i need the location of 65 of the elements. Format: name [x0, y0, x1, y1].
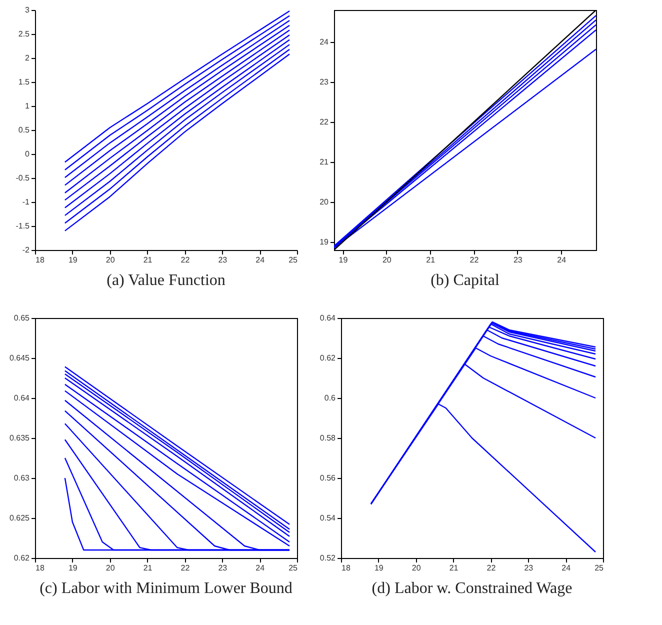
x-tick-label: 18: [36, 256, 45, 264]
x-tick-label: 18: [342, 564, 351, 572]
y-tick-label: 0.54: [320, 514, 336, 522]
y-tick-label: 0.6: [324, 394, 336, 402]
x-tick-label: 22: [180, 256, 190, 264]
x-tick-label: 25: [288, 564, 298, 572]
x-tick-label: 23: [218, 256, 228, 264]
x-tick-label: 19: [68, 564, 78, 572]
x-tick-label: 24: [557, 256, 567, 264]
y-tick-label: 0.645: [9, 354, 30, 362]
x-tick-label: 18: [36, 564, 45, 572]
y-tick-label: 23: [320, 78, 330, 86]
y-tick-label: 0.58: [320, 434, 336, 442]
y-tick-label: 0.635: [9, 434, 30, 442]
x-tick-label: 22: [180, 564, 190, 572]
y-tick-label: -1: [22, 198, 30, 206]
x-tick-label: 21: [143, 564, 153, 572]
x-tick-label: 20: [382, 256, 392, 264]
x-tick-label: 19: [338, 256, 348, 264]
x-tick-label: 21: [426, 256, 436, 264]
y-tick-label: 0.62: [14, 554, 30, 562]
x-tick-label: 24: [562, 564, 572, 572]
y-tick-label: 19: [320, 238, 330, 246]
y-tick-label: 0: [25, 150, 30, 158]
y-tick-label: -2: [22, 246, 30, 254]
y-tick-label: 1.5: [18, 78, 30, 86]
y-tick-label: 0.64: [320, 314, 336, 322]
x-tick-label: 25: [288, 256, 298, 264]
x-tick-label: 21: [143, 256, 153, 264]
x-tick-label: 24: [256, 256, 266, 264]
y-tick-label: -0.5: [16, 174, 30, 182]
y-tick-label: 22: [320, 118, 330, 126]
text: (c) Labor with Minimum Lower Bound: [40, 580, 292, 597]
y-tick-label: 0.64: [14, 394, 30, 402]
x-tick-label: 23: [218, 564, 228, 572]
x-tick-label: 19: [374, 564, 384, 572]
y-tick-label: 3: [25, 6, 30, 14]
x-tick-label: 25: [594, 564, 604, 572]
text: (a) Value Function: [106, 272, 226, 289]
y-tick-label: 1: [25, 102, 30, 110]
x-tick-label: 20: [106, 256, 116, 264]
text: (b) Capital: [430, 272, 500, 289]
y-tick-label: 0.62: [320, 354, 336, 362]
y-tick-label: 24: [320, 38, 330, 46]
y-tick-label: 0.63: [14, 474, 30, 482]
x-tick-label: 24: [256, 564, 266, 572]
y-tick-label: 20: [320, 198, 330, 206]
x-tick-label: 20: [106, 564, 116, 572]
y-tick-label: 0.5: [18, 126, 30, 134]
y-tick-label: 0.65: [14, 314, 30, 322]
y-tick-label: 0.625: [9, 514, 30, 522]
x-tick-label: 19: [68, 256, 78, 264]
x-tick-label: 23: [513, 256, 523, 264]
y-tick-label: 0.56: [320, 474, 336, 482]
x-tick-label: 20: [412, 564, 422, 572]
x-tick-label: 22: [486, 564, 496, 572]
text: (d) Labor w. Constrained Wage: [372, 580, 572, 597]
y-tick-label: 21: [320, 158, 330, 166]
y-tick-label: -1.5: [16, 222, 30, 230]
y-tick-label: 0.52: [320, 554, 336, 562]
x-tick-label: 23: [524, 564, 534, 572]
x-tick-label: 21: [449, 564, 459, 572]
x-tick-label: 22: [470, 256, 480, 264]
y-tick-label: 2.5: [18, 30, 30, 38]
y-tick-label: 2: [25, 54, 30, 62]
